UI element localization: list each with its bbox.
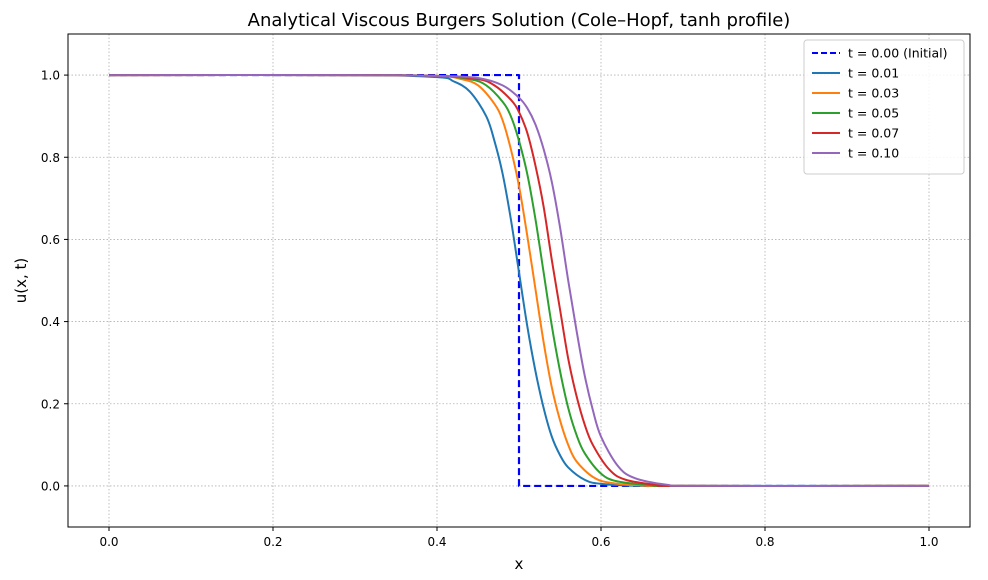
x-tick-label: 0.0: [99, 535, 118, 549]
y-tick-label: 0.6: [41, 233, 60, 247]
axis-ticks: 0.0 0.2 0.4 0.6 0.8 1.0 0.0 0.2 0.4 0.6 0.8 1.0: [41, 69, 939, 549]
series-line-1: [108, 73, 929, 488]
y-tick-label: 0.4: [41, 315, 60, 329]
y-tick-label: 0.2: [41, 397, 60, 411]
y-tick-label: 1.0: [41, 69, 60, 83]
legend-label: t = 0.03: [848, 86, 899, 101]
legend: t = 0.00 (Initial) t = 0.01 t = 0.03 t = 0.…: [803, 39, 965, 175]
legend-box: [803, 39, 965, 175]
x-tick-label: 0.8: [755, 535, 774, 549]
plot-frame: [67, 33, 971, 528]
y-axis-label: u(x, t): [12, 258, 30, 304]
x-axis-label: x: [515, 555, 524, 573]
x-tick-label: 0.6: [591, 535, 610, 549]
y-tick-label: 0.0: [41, 479, 60, 493]
grid: [68, 34, 970, 527]
x-tick-label: 0.2: [263, 535, 282, 549]
legend-label: t = 0.10: [848, 146, 899, 161]
chart-title: Analytical Viscous Burgers Solution (Col…: [248, 10, 791, 31]
x-tick-label: 1.0: [919, 535, 938, 549]
legend-label: t = 0.01: [848, 66, 899, 81]
y-tick-label: 0.8: [41, 151, 60, 165]
series-lines: [108, 73, 930, 488]
series-line-5: [108, 74, 930, 488]
legend-label: t = 0.00 (Initial): [848, 46, 947, 61]
x-tick-label: 0.4: [427, 535, 446, 549]
legend-label: t = 0.05: [848, 106, 899, 121]
legend-label: t = 0.07: [848, 126, 899, 141]
